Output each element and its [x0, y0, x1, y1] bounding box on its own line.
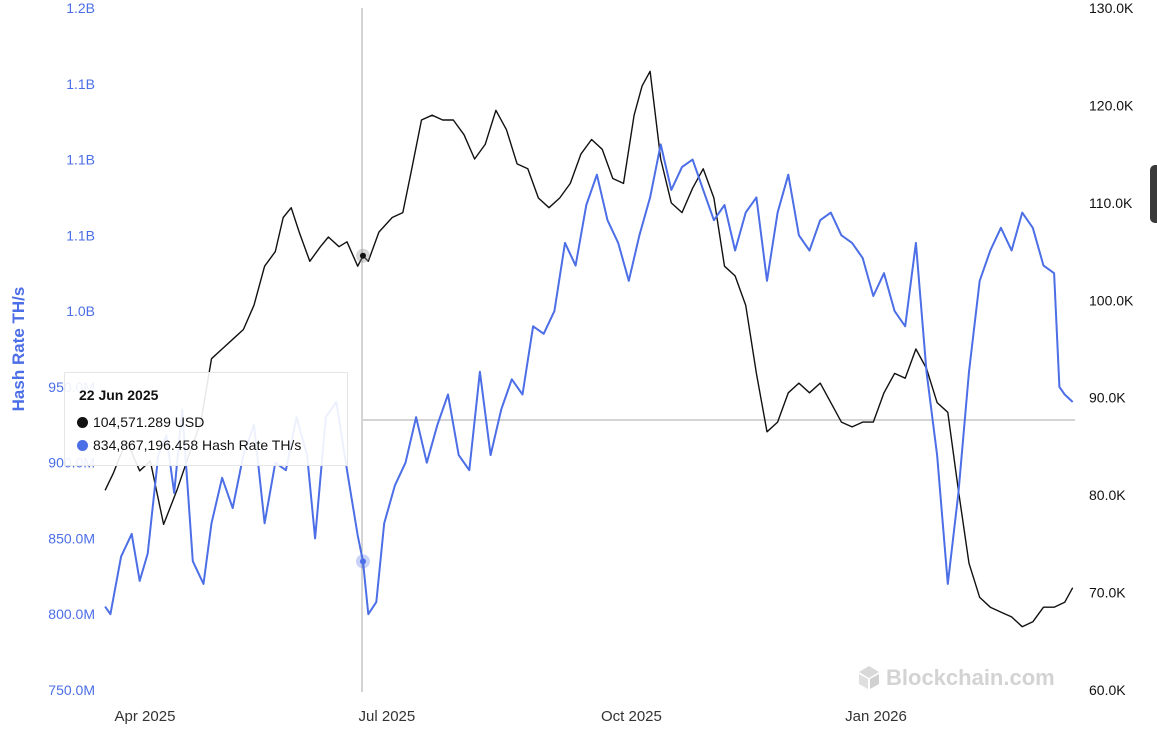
- y-axis-label: Hash Rate TH/s: [9, 287, 28, 412]
- tooltip-usd-row: 104,571.289 USD: [77, 414, 204, 430]
- left-tick-label: 1.1B: [66, 227, 95, 243]
- left-tick-label: 1.0B: [66, 303, 95, 319]
- tooltip-hash-row: 834,867,196.458 Hash Rate TH/s: [77, 437, 301, 453]
- x-tick-label: Apr 2025: [115, 708, 176, 725]
- side-handle[interactable]: [1150, 165, 1157, 223]
- right-axis-ticks: 130.0K 120.0K 110.0K 100.0K 90.0K 80.0K 70.0K 6…: [1089, 0, 1134, 698]
- x-tick-label: Jul 2025: [359, 708, 416, 725]
- right-tick-label: 110.0K: [1089, 195, 1133, 211]
- usd-dot-icon: [77, 417, 88, 428]
- right-tick-label: 120.0K: [1089, 97, 1134, 113]
- tooltip-usd-value: 104,571.289 USD: [93, 414, 205, 430]
- right-tick-label: 130.0K: [1089, 0, 1134, 16]
- x-tick-label: Oct 2025: [601, 708, 662, 725]
- watermark-text: Blockchain.com: [886, 665, 1055, 690]
- usd-series-line: [104, 70, 1074, 628]
- right-tick-label: 70.0K: [1089, 585, 1126, 601]
- x-axis-ticks: Apr 2025 Jul 2025 Oct 2025 Jan 2026: [115, 708, 907, 725]
- left-tick-label: 1.1B: [66, 152, 95, 168]
- right-tick-label: 80.0K: [1089, 487, 1126, 503]
- left-tick-label: 850.0M: [48, 530, 95, 546]
- tooltip: 22 Jun 2025 104,571.289 USD 834,867,196.…: [64, 372, 348, 466]
- left-tick-label: 800.0M: [48, 606, 95, 622]
- right-tick-label: 90.0K: [1089, 390, 1126, 406]
- hash-rate-hover-marker: [355, 554, 370, 569]
- tooltip-date: 22 Jun 2025: [79, 387, 159, 403]
- left-axis-ticks: 1.2B1.1B1.1B1.1B1.0B950.0M900.0M850.0M80…: [48, 0, 95, 698]
- right-tick-label: 60.0K: [1089, 682, 1126, 698]
- x-tick-label: Jan 2026: [845, 708, 907, 725]
- tooltip-hash-value: 834,867,196.458 Hash Rate TH/s: [93, 437, 302, 453]
- right-tick-label: 100.0K: [1089, 292, 1134, 308]
- usd-hover-marker: [355, 248, 370, 263]
- left-tick-label: 750.0M: [48, 682, 95, 698]
- left-tick-label: 1.1B: [66, 76, 95, 92]
- watermark: Blockchain.com: [859, 665, 1055, 690]
- blockchain-logo-icon: [859, 666, 879, 689]
- hash-rate-dot-icon: [77, 440, 88, 451]
- left-tick-label: 1.2B: [66, 0, 95, 16]
